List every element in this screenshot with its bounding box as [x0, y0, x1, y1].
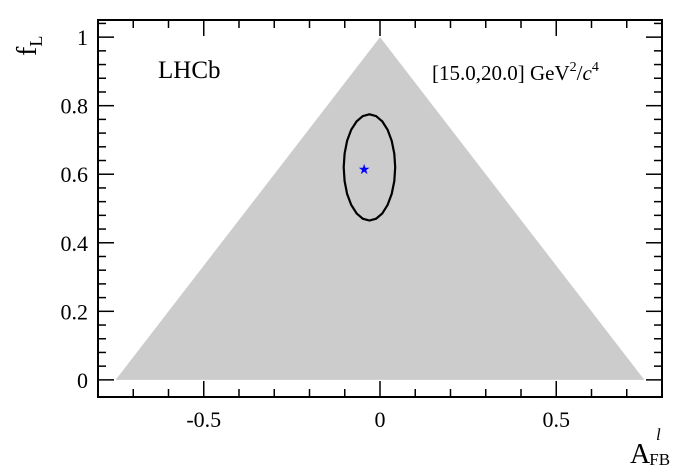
y-tick-label: 0.4 — [61, 231, 89, 256]
x-axis-title-sup: l — [656, 425, 661, 444]
bin-label-exp1: 2 — [570, 60, 577, 75]
confidence-contour — [342, 113, 397, 222]
x-tick-label: 0.5 — [543, 407, 571, 432]
y-tick-label: 0.8 — [61, 94, 89, 119]
y-tick-label: 1 — [77, 25, 88, 50]
x-tick-label: 0 — [375, 407, 386, 432]
physical-region — [115, 37, 645, 380]
x-axis-title-sub: FB — [649, 450, 670, 469]
bin-label-exp2: 4 — [592, 60, 599, 75]
x-ticks: -0.5 0 0.5 — [97, 20, 663, 432]
plot-frame — [97, 19, 663, 398]
best-fit-point: ★ — [358, 162, 371, 178]
bin-label-slash: / — [577, 61, 583, 85]
y-tick-label: 0.2 — [61, 299, 89, 324]
y-ticks: 0 0.2 0.4 0.6 0.8 1 — [61, 22, 662, 393]
x-tick-label: -0.5 — [186, 407, 221, 432]
y-axis-title-sub: L — [26, 36, 46, 47]
y-tick-label: 0 — [77, 368, 88, 393]
x-axis-title-base: A — [630, 439, 651, 470]
plot-area: ★ -0.5 0 0.5 0 0.2 0.4 0.6 0.8 1 — [61, 19, 663, 432]
experiment-label: LHCb — [158, 57, 221, 84]
y-axis-title-base: f — [12, 46, 43, 56]
y-tick-label: 0.6 — [61, 162, 89, 187]
bin-label-prefix: [15.0,20.0] GeV — [432, 61, 570, 85]
bin-label: [15.0,20.0] GeV2/c4 — [432, 60, 599, 85]
y-axis-title: fL — [12, 36, 46, 56]
bin-label-c: c — [582, 61, 592, 85]
x-axis-title: AFB — [630, 439, 670, 470]
